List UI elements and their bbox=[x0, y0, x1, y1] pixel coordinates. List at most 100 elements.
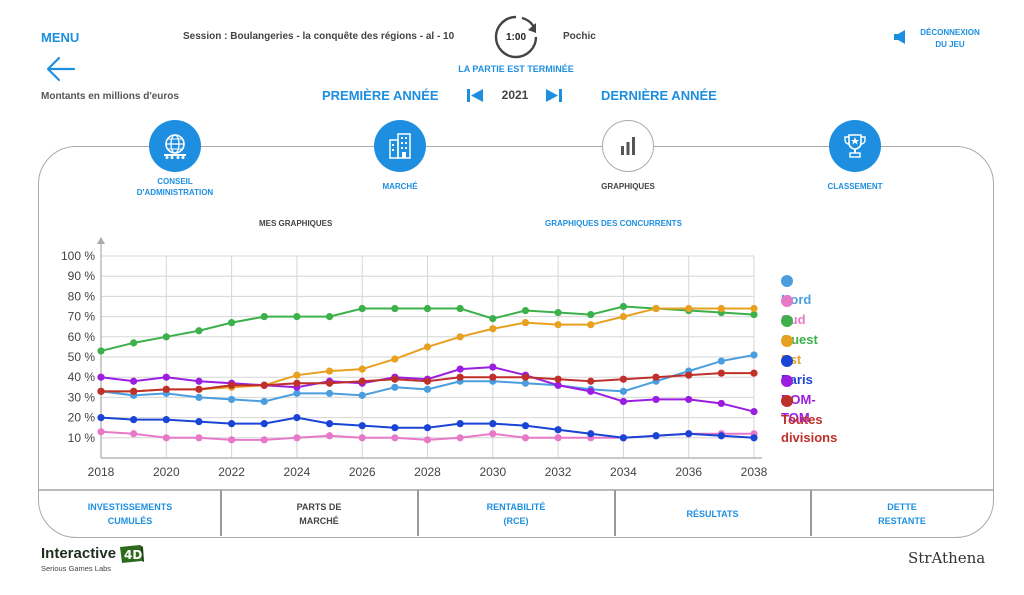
data-point bbox=[619, 375, 628, 383]
data-point bbox=[750, 351, 758, 359]
legend-dot bbox=[781, 295, 793, 307]
first-year-button[interactable]: PREMIÈRE ANNÉE bbox=[322, 88, 439, 103]
data-point bbox=[260, 381, 268, 389]
data-point bbox=[652, 432, 660, 440]
bottom-tab-profitability[interactable]: RENTABILITÉ (RCE) bbox=[418, 490, 614, 536]
data-point bbox=[228, 420, 236, 428]
legend-label: Toutes divisions bbox=[781, 412, 838, 445]
data-point bbox=[97, 347, 105, 355]
tab-graphs[interactable] bbox=[602, 120, 654, 172]
bottom-tab-investments-line2: CUMULÉS bbox=[107, 516, 153, 526]
bottom-tab-market-share-line2: MARCHÉ bbox=[299, 516, 339, 526]
back-arrow-icon[interactable] bbox=[46, 56, 76, 82]
tab-board-label[interactable]: CONSEIL D'ADMINISTRATION bbox=[120, 176, 230, 198]
data-point bbox=[587, 377, 595, 385]
data-point bbox=[489, 373, 497, 381]
data-point bbox=[685, 395, 693, 404]
data-point bbox=[554, 426, 562, 434]
data-point bbox=[97, 428, 105, 436]
data-point bbox=[97, 414, 105, 422]
bottom-tab-market-share-line1: PARTS DE bbox=[296, 502, 342, 512]
data-point bbox=[619, 434, 628, 442]
logout-button[interactable]: DÉCONNEXION DU JEU bbox=[912, 27, 988, 51]
bottom-divider bbox=[810, 490, 812, 536]
data-point bbox=[228, 381, 236, 389]
data-point bbox=[391, 424, 399, 432]
data-point bbox=[325, 313, 334, 321]
bottom-tab-results[interactable]: RÉSULTATS bbox=[686, 509, 739, 519]
data-point bbox=[293, 389, 301, 397]
data-point bbox=[293, 379, 301, 387]
x-tick-label: 2038 bbox=[741, 465, 768, 479]
tab-market-label[interactable]: MARCHÉ bbox=[382, 182, 418, 191]
x-tick-label: 2028 bbox=[414, 465, 441, 479]
data-point bbox=[717, 369, 725, 377]
y-tick-label: 90 % bbox=[68, 269, 96, 283]
legend-item: DOM-TOM bbox=[781, 373, 816, 425]
bottom-tab-investments-line1: INVESTISSEMENTS bbox=[87, 502, 173, 512]
bar-chart-icon bbox=[621, 137, 635, 155]
legend-item: Est bbox=[781, 333, 801, 367]
bottom-tab-profitability-line2: (RCE) bbox=[503, 516, 529, 526]
bottom-tab-investments[interactable]: INVESTISSEMENTS CUMULÉS bbox=[40, 490, 220, 536]
bottom-tab-debt[interactable]: DETTE RESTANTE bbox=[811, 490, 993, 536]
tab-market[interactable] bbox=[374, 120, 426, 172]
bottom-tab-debt-line1: DETTE bbox=[887, 502, 917, 512]
x-tick-label: 2018 bbox=[88, 465, 115, 479]
next-year-icon[interactable] bbox=[546, 89, 562, 102]
data-point bbox=[162, 373, 170, 381]
logout-icon[interactable] bbox=[894, 30, 906, 44]
data-point bbox=[456, 434, 464, 442]
tab-ranking[interactable] bbox=[829, 120, 881, 172]
tab-graphs-label[interactable]: GRAPHIQUES bbox=[601, 182, 655, 191]
data-point bbox=[652, 304, 660, 313]
y-tick-label: 30 % bbox=[68, 390, 96, 404]
data-point bbox=[195, 377, 203, 385]
bottom-tab-market-share[interactable]: PARTS DE MARCHÉ bbox=[221, 490, 417, 536]
bottom-divider bbox=[220, 490, 222, 536]
data-point bbox=[260, 313, 268, 321]
legend-dot bbox=[781, 335, 793, 347]
legend-item: Sud bbox=[781, 293, 806, 327]
legend-item: Toutes divisions bbox=[781, 393, 837, 445]
y-tick-label: 100 % bbox=[61, 249, 95, 263]
data-point bbox=[652, 395, 660, 404]
data-point bbox=[391, 304, 399, 313]
tab-ranking-label[interactable]: CLASSEMENT bbox=[827, 182, 883, 191]
data-point bbox=[554, 321, 562, 329]
data-point bbox=[423, 385, 432, 393]
y-tick-label: 50 % bbox=[68, 350, 96, 364]
data-point bbox=[162, 434, 170, 442]
data-point bbox=[521, 379, 530, 387]
legend-item: Ouest bbox=[781, 313, 818, 347]
data-point bbox=[587, 430, 595, 438]
y-tick-label: 80 % bbox=[68, 289, 96, 303]
bottom-divider bbox=[614, 490, 616, 536]
data-point bbox=[423, 424, 432, 432]
data-point bbox=[456, 304, 464, 313]
data-point bbox=[456, 420, 464, 428]
last-year-button[interactable]: DERNIÈRE ANNÉE bbox=[601, 88, 717, 103]
data-point bbox=[391, 355, 399, 363]
subtab-my-graphs[interactable]: MES GRAPHIQUES bbox=[259, 219, 333, 228]
data-point bbox=[554, 308, 562, 317]
previous-year-icon[interactable] bbox=[467, 89, 483, 102]
subtab-competitor-graphs[interactable]: GRAPHIQUES DES CONCURRENTS bbox=[545, 219, 682, 228]
data-point bbox=[587, 387, 595, 395]
legend-dot bbox=[781, 375, 793, 387]
data-point bbox=[717, 304, 725, 313]
data-point bbox=[195, 327, 203, 335]
data-point bbox=[260, 436, 268, 444]
x-tick-label: 2024 bbox=[284, 465, 311, 479]
menu-button[interactable]: MENU bbox=[41, 30, 80, 45]
y-tick-label: 20 % bbox=[68, 411, 96, 425]
data-point bbox=[750, 310, 758, 319]
data-point bbox=[489, 420, 497, 428]
tab-board[interactable] bbox=[149, 120, 201, 172]
data-point bbox=[489, 430, 497, 438]
data-point bbox=[489, 325, 497, 333]
partner-logo: StrAthena bbox=[908, 549, 986, 567]
logout-label-line2: DU JEU bbox=[935, 40, 965, 49]
data-point bbox=[358, 391, 366, 399]
logout-label-line1: DÉCONNEXION bbox=[920, 28, 980, 37]
